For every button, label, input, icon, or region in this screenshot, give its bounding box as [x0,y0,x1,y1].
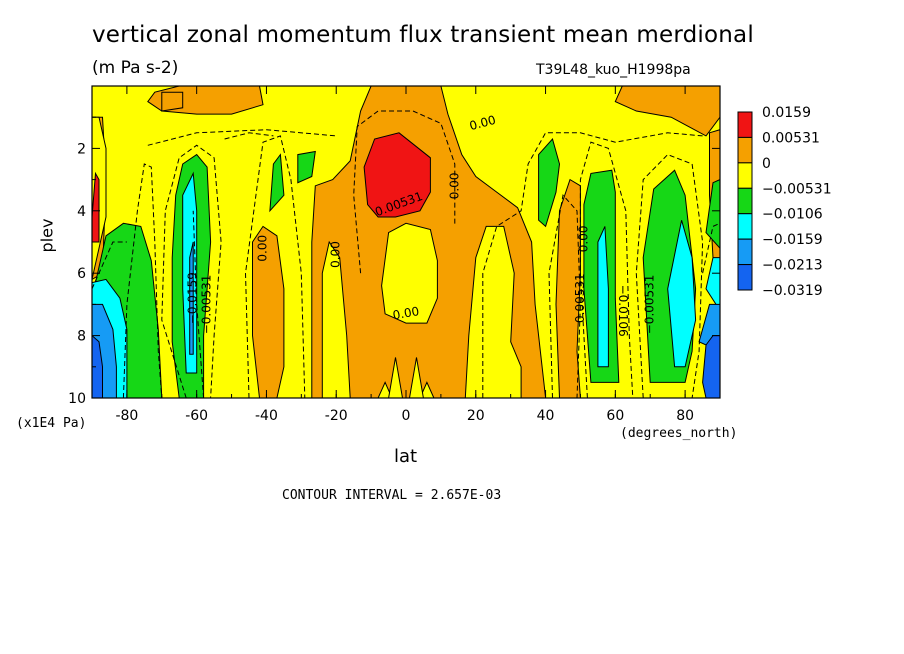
x-tick-label: -20 [325,408,348,424]
legend-swatch [737,213,753,240]
chart-units: (m Pa s-2) [92,58,179,78]
contour-line-7 [482,132,703,398]
region-orange-3 [161,91,184,112]
contour-label-7: −0.00531 [200,275,214,335]
legend-swatch [737,162,753,189]
contour-label-1: 0.00 [468,113,497,133]
region-cyan-24 [705,257,720,312]
region-yellow-9 [408,357,424,398]
contour-line-10 [635,154,704,398]
legend-label: 0.00531 [762,130,820,146]
legend-label: −0.0159 [762,232,823,248]
legend-label: −0.0319 [762,283,823,299]
region-green-14 [269,153,285,213]
contour-label-8: 0.00531 [573,273,587,323]
contour-line-8 [548,194,581,398]
x-tick-label: 40 [537,408,555,424]
legend-label: −0.0106 [762,207,823,223]
legend-swatch [737,187,753,215]
region-green-16 [538,137,561,228]
chart-title: vertical zonal momentum flux transient m… [92,22,754,48]
region-green-15 [297,150,316,184]
contour-interval: CONTOUR INTERVAL = 2.657E-03 [282,488,502,503]
contour-line-4 [147,129,337,146]
contour-label-6: −0.0159 [186,272,200,324]
y-tick-label: 4 [77,204,86,220]
region-orange-4 [614,86,720,137]
contour-line-9 [579,141,634,398]
region-lightblue-26 [189,241,194,355]
legend-label: −0.0213 [762,258,823,274]
region-cyan-22 [597,226,609,368]
contour-line-0 [122,163,163,398]
contour-line-3 [244,135,306,398]
legend-label: 0 [762,156,771,172]
region-blue-28 [92,334,103,398]
contour-label-5: 0.00 [255,235,269,262]
legend-swatch [737,238,753,266]
contour-label-9: −0.0106 [616,285,630,337]
contour-line-1 [161,144,222,398]
x-tick-label: -60 [185,408,208,424]
contour-label-2: 0.00 [447,172,461,199]
x-tick-label: -40 [255,408,278,424]
x-axis-label: lat [394,446,418,467]
contour-label-11: 0.00 [576,226,590,253]
x-tick-label: 20 [467,408,485,424]
region-red-30 [363,132,431,218]
x-tick-label: 0 [402,408,411,424]
contour-line-6 [353,110,456,274]
x-tick-label: 60 [606,408,624,424]
contour-label-4: 0.00 [392,304,421,322]
x-tick-label: -80 [115,408,138,424]
run-id: T39L48_kuo_H1998pa [536,62,691,78]
y-tick-label: 10 [68,391,86,407]
contour-label-10: −0.00531 [643,275,657,335]
region-orange-1 [252,225,285,398]
region-yellow-8 [388,357,404,398]
contour-line-2 [192,210,205,398]
legend-swatch [737,264,753,291]
x-axis-units: (degrees_north) [620,426,738,441]
y-tick-label: 2 [77,141,86,157]
region-blue-29 [702,335,720,398]
region-green-19 [705,179,720,249]
y-axis-units: (x1E4 Pa) [16,416,87,431]
region-cyan-23 [667,220,697,368]
region-yellow-10 [381,222,438,324]
contour-line-5 [224,132,274,140]
legend-label: −0.00531 [762,181,832,197]
contour-label-3: 0.00 [329,241,343,268]
legend-label: 0.0159 [762,105,811,121]
legend-swatch [737,136,753,164]
x-tick-label: 80 [676,408,694,424]
y-tick-label: 6 [77,266,86,282]
y-tick-label: 8 [77,329,86,345]
legend-swatch [737,111,753,138]
